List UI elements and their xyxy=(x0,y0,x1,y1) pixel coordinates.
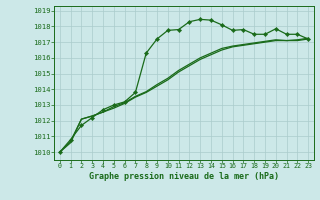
X-axis label: Graphe pression niveau de la mer (hPa): Graphe pression niveau de la mer (hPa) xyxy=(89,172,279,181)
